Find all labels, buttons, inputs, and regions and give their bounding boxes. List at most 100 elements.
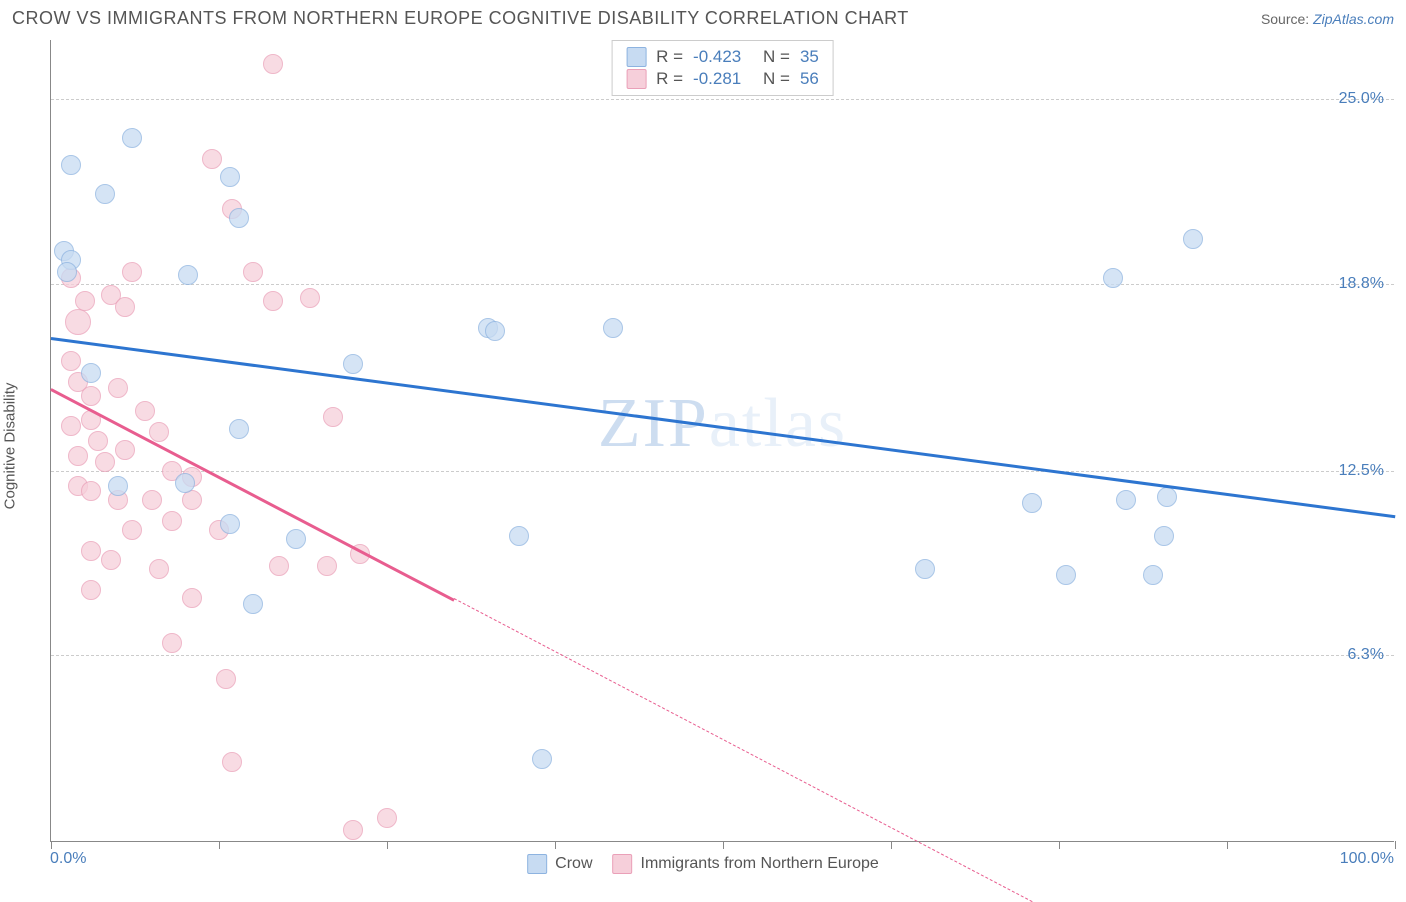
gridline bbox=[51, 471, 1394, 472]
data-point bbox=[88, 431, 108, 451]
data-point bbox=[300, 288, 320, 308]
data-point bbox=[115, 440, 135, 460]
data-point bbox=[57, 262, 77, 282]
data-point bbox=[61, 416, 81, 436]
data-point bbox=[243, 262, 263, 282]
y-axis-label: Cognitive Disability bbox=[2, 383, 19, 510]
data-point bbox=[220, 167, 240, 187]
x-tick bbox=[891, 841, 892, 849]
data-point bbox=[175, 473, 195, 493]
trend-line bbox=[51, 337, 1395, 518]
watermark: ZIPatlas bbox=[598, 384, 847, 464]
y-tick-label: 25.0% bbox=[1339, 90, 1384, 108]
legend-n-label: N = bbox=[763, 69, 790, 89]
legend-r-label: R = bbox=[656, 47, 683, 67]
data-point bbox=[68, 446, 88, 466]
x-tick bbox=[51, 841, 52, 849]
legend-row: R = -0.423 N = 35 bbox=[626, 47, 819, 67]
data-point bbox=[101, 550, 121, 570]
data-point bbox=[1143, 565, 1163, 585]
data-point bbox=[1116, 490, 1136, 510]
x-axis-min-label: 0.0% bbox=[50, 850, 86, 868]
correlation-legend: R = -0.423 N = 35 R = -0.281 N = 56 bbox=[611, 40, 834, 96]
data-point bbox=[1154, 526, 1174, 546]
data-point bbox=[509, 526, 529, 546]
data-point bbox=[377, 808, 397, 828]
y-tick-label: 18.8% bbox=[1339, 275, 1384, 293]
data-point bbox=[115, 297, 135, 317]
x-tick bbox=[1227, 841, 1228, 849]
x-tick bbox=[387, 841, 388, 849]
legend-swatch bbox=[626, 47, 646, 67]
x-tick bbox=[723, 841, 724, 849]
data-point bbox=[142, 490, 162, 510]
gridline bbox=[51, 284, 1394, 285]
x-tick bbox=[219, 841, 220, 849]
data-point bbox=[229, 419, 249, 439]
x-axis-max-label: 100.0% bbox=[1340, 850, 1394, 868]
source-attribution: Source: ZipAtlas.com bbox=[1261, 11, 1394, 27]
data-point bbox=[81, 386, 101, 406]
legend-r-value: -0.281 bbox=[693, 69, 753, 89]
legend-n-value: 35 bbox=[800, 47, 819, 67]
legend-r-value: -0.423 bbox=[693, 47, 753, 67]
data-point bbox=[603, 318, 623, 338]
legend-r-label: R = bbox=[656, 69, 683, 89]
data-point bbox=[1022, 493, 1042, 513]
data-point bbox=[343, 820, 363, 840]
data-point bbox=[1103, 268, 1123, 288]
data-point bbox=[162, 633, 182, 653]
data-point bbox=[149, 559, 169, 579]
gridline bbox=[51, 99, 1394, 100]
data-point bbox=[1056, 565, 1076, 585]
data-point bbox=[81, 541, 101, 561]
data-point bbox=[65, 309, 91, 335]
data-point bbox=[81, 481, 101, 501]
legend-swatch bbox=[613, 854, 633, 874]
legend-label: Immigrants from Northern Europe bbox=[641, 855, 879, 873]
source-link[interactable]: ZipAtlas.com bbox=[1313, 11, 1394, 27]
data-point bbox=[269, 556, 289, 576]
legend-n-value: 56 bbox=[800, 69, 819, 89]
legend-item: Crow bbox=[527, 854, 592, 874]
data-point bbox=[81, 363, 101, 383]
y-tick-label: 6.3% bbox=[1348, 646, 1384, 664]
data-point bbox=[485, 321, 505, 341]
data-point bbox=[317, 556, 337, 576]
data-point bbox=[286, 529, 306, 549]
data-point bbox=[61, 155, 81, 175]
data-point bbox=[202, 149, 222, 169]
data-point bbox=[915, 559, 935, 579]
legend-swatch bbox=[626, 69, 646, 89]
data-point bbox=[1157, 487, 1177, 507]
y-tick-label: 12.5% bbox=[1339, 462, 1384, 480]
data-point bbox=[108, 378, 128, 398]
data-point bbox=[178, 265, 198, 285]
legend-n-label: N = bbox=[763, 47, 790, 67]
data-point bbox=[220, 514, 240, 534]
data-point bbox=[532, 749, 552, 769]
scatter-chart: ZIPatlas R = -0.423 N = 35 R = -0.281 N … bbox=[50, 40, 1394, 842]
data-point bbox=[263, 291, 283, 311]
data-point bbox=[81, 580, 101, 600]
data-point bbox=[182, 588, 202, 608]
x-tick bbox=[1395, 841, 1396, 849]
legend-item: Immigrants from Northern Europe bbox=[613, 854, 879, 874]
data-point bbox=[229, 208, 249, 228]
source-prefix: Source: bbox=[1261, 11, 1313, 27]
data-point bbox=[263, 54, 283, 74]
data-point bbox=[216, 669, 236, 689]
data-point bbox=[135, 401, 155, 421]
data-point bbox=[61, 351, 81, 371]
series-legend: Crow Immigrants from Northern Europe bbox=[527, 854, 879, 874]
x-tick bbox=[1059, 841, 1060, 849]
data-point bbox=[222, 752, 242, 772]
data-point bbox=[323, 407, 343, 427]
data-point bbox=[122, 520, 142, 540]
gridline bbox=[51, 655, 1394, 656]
x-tick bbox=[555, 841, 556, 849]
data-point bbox=[95, 184, 115, 204]
chart-title: CROW VS IMMIGRANTS FROM NORTHERN EUROPE … bbox=[12, 8, 909, 29]
data-point bbox=[75, 291, 95, 311]
legend-label: Crow bbox=[555, 855, 592, 873]
